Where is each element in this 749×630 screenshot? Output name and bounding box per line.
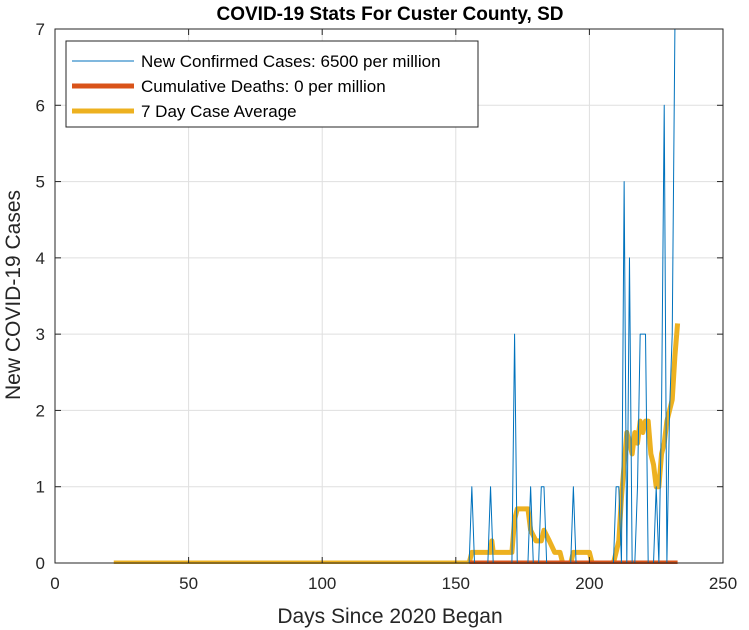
legend-entry-new-cases: New Confirmed Cases: 6500 per million: [72, 52, 441, 71]
x-tick-label: 0: [50, 574, 59, 593]
legend-label: 7 Day Case Average: [141, 102, 297, 121]
y-tick-label: 5: [36, 173, 45, 192]
legend-label: New Confirmed Cases: 6500 per million: [141, 52, 441, 71]
y-tick-label: 3: [36, 325, 45, 344]
x-axis-label: Days Since 2020 Began: [277, 605, 502, 628]
legend-entry-cumulative-deaths: Cumulative Deaths: 0 per million: [72, 77, 386, 96]
y-tick-label: 4: [36, 249, 45, 268]
y-tick-label: 1: [36, 478, 45, 497]
legend-label: Cumulative Deaths: 0 per million: [141, 77, 386, 96]
y-axis-label: New COVID-19 Cases: [2, 190, 25, 400]
series-new-cases-line: [468, 28, 676, 564]
x-tick-label: 50: [179, 574, 198, 593]
chart-title: COVID-19 Stats For Custer County, SD: [217, 4, 564, 25]
y-tick-label: 7: [36, 20, 45, 39]
plot-border: [54, 28, 724, 564]
legend-entry-7day-average: 7 Day Case Average: [72, 102, 297, 121]
x-tick-label: 200: [575, 574, 603, 593]
y-tick-label: 6: [36, 96, 45, 115]
x-axis: 0 50 100 150 200 250: [50, 29, 737, 593]
y-axis: 0 1 2 3 4 5 6 7: [36, 20, 723, 573]
x-tick-label: 250: [709, 574, 737, 593]
legend: New Confirmed Cases: 6500 per million Cum…: [65, 40, 479, 128]
y-tick-label: 2: [36, 401, 45, 420]
x-tick-label: 150: [442, 574, 470, 593]
y-tick-label: 0: [36, 554, 45, 573]
legend-box: [65, 40, 479, 128]
x-tick-label: 100: [308, 574, 336, 593]
